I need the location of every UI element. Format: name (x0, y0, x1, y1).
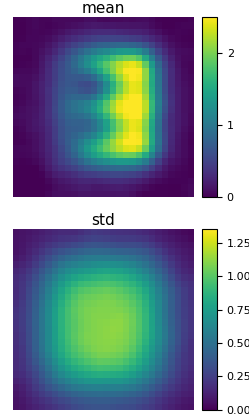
Title: std: std (91, 213, 115, 228)
Title: mean: mean (82, 0, 125, 15)
